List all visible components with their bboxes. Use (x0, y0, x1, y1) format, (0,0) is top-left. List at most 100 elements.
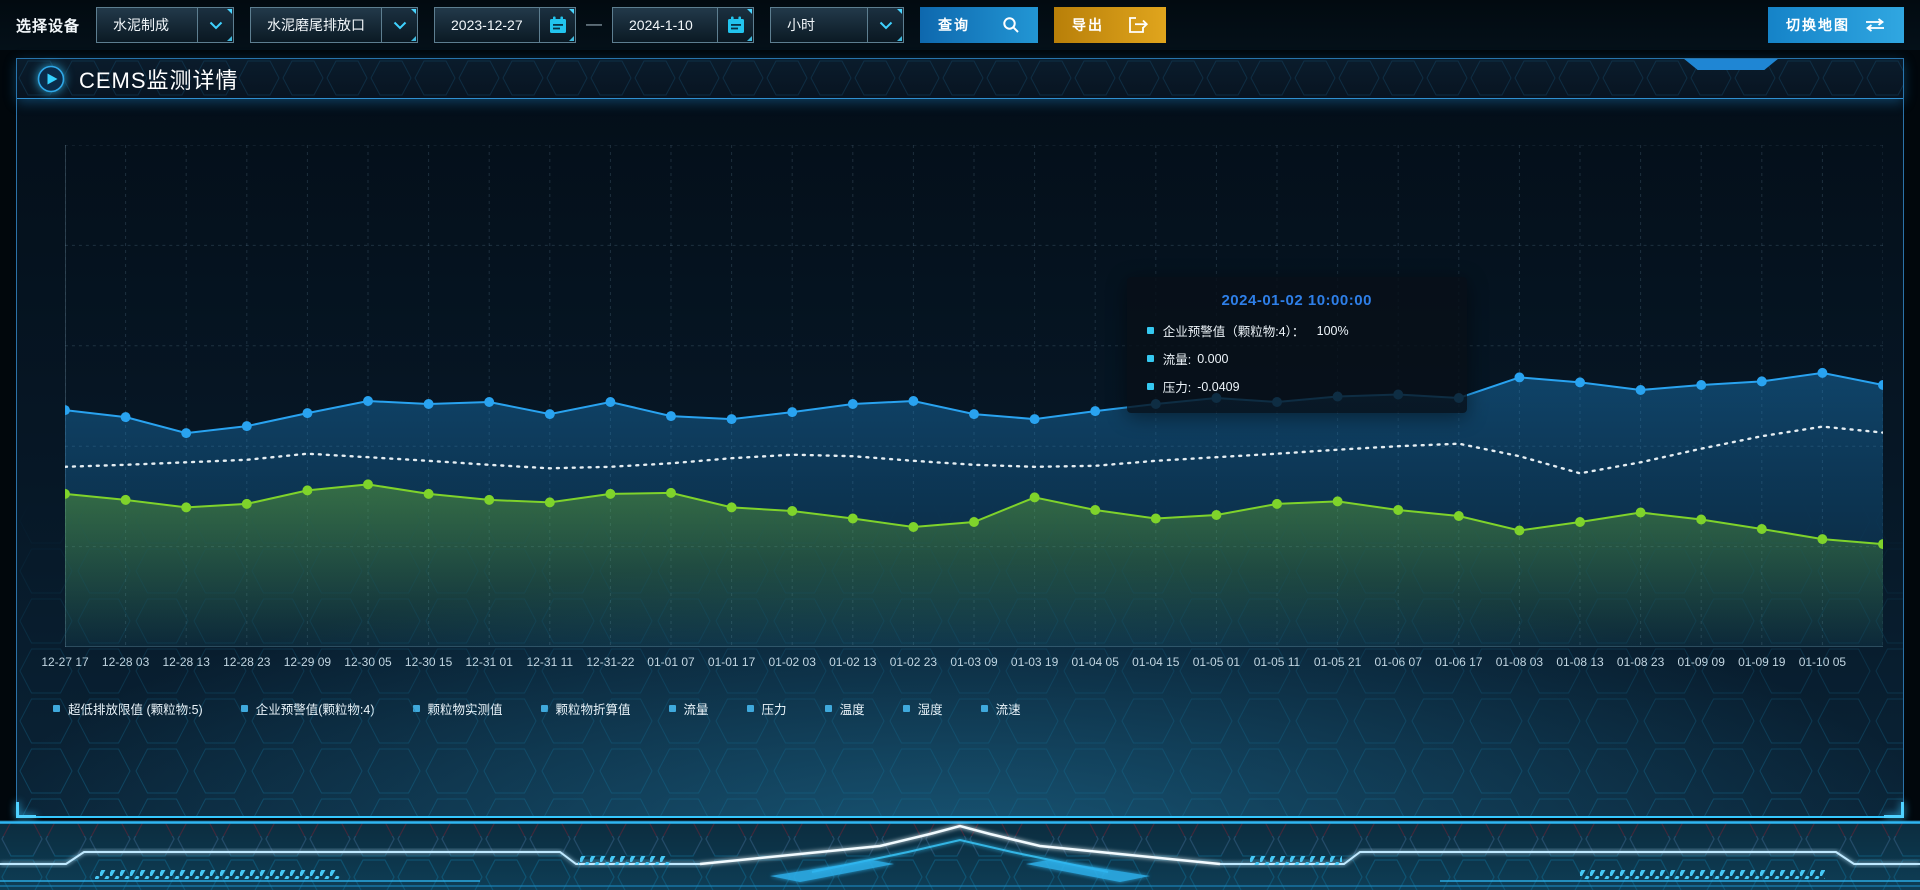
x-axis-label: 01-05 11 (1253, 655, 1301, 669)
x-axis-label: 12-31-22 (586, 655, 635, 669)
tooltip-item: 企业预警值（颗粒物:4）： 100% (1146, 321, 1447, 340)
legend-item[interactable]: 颗粒物实测值 (412, 699, 503, 718)
end-date-picker[interactable]: 2024-1-10 (612, 7, 755, 43)
tooltip-item: 压力: -0.0409 (1146, 377, 1447, 396)
legend-marker (746, 705, 754, 712)
export-button[interactable]: 导出 (1054, 7, 1167, 43)
x-axis-label: 01-09 19 (1738, 655, 1786, 669)
legend-marker (980, 705, 988, 712)
legend-item[interactable]: 湿度 (902, 699, 943, 718)
x-axis-label: 01-04 05 (1071, 655, 1119, 669)
x-axis-label: 01-06 07 (1374, 655, 1422, 669)
x-axis-label: 12-28 03 (101, 655, 150, 669)
export-button-label: 导出 (1072, 17, 1105, 33)
legend-marker (668, 705, 676, 712)
device-select[interactable]: 水泥制成 (96, 7, 235, 43)
tooltip-item: 流量: 0.000 (1146, 349, 1447, 368)
x-axis-label: 01-09 09 (1677, 655, 1725, 669)
x-axis-label: 01-03 19 (1010, 655, 1059, 669)
start-date-picker[interactable]: 2023-12-27 (434, 7, 577, 43)
tooltip-marker (1146, 355, 1154, 362)
toolbar: 选择设备 水泥制成 水泥磨尾排放口 2023-12-27 — 2024-1-10… (0, 0, 1920, 50)
x-axis-label: 12-31 11 (526, 655, 574, 669)
legend-item[interactable]: 超低排放限值 (颗粒物:5) (53, 699, 203, 718)
x-axis-label: 12-28 23 (223, 655, 271, 669)
legend-item[interactable]: 流速 (980, 699, 1021, 718)
legend-marker (902, 705, 910, 712)
tooltip-label: 流量: (1162, 353, 1192, 367)
legend-item[interactable]: 压力 (746, 699, 787, 718)
query-button-label: 查询 (938, 17, 971, 33)
x-axis-label: 12-28 13 (162, 655, 210, 669)
hex-pattern-decoration (17, 59, 1903, 98)
x-axis-label: 01-10 05 (1798, 655, 1847, 669)
panel-corner-decoration (1884, 802, 1904, 818)
tooltip-items: 企业预警值（颗粒物:4）： 100% 流量: 0.000 压力: -0.0409 (1146, 321, 1447, 396)
x-axis-label: 12-31 01 (465, 655, 513, 669)
legend-marker (540, 705, 548, 712)
legend-item[interactable]: 流量 (668, 699, 709, 718)
legend-item[interactable]: 企业预警值(颗粒物:4) (240, 699, 375, 718)
panel-title: CEMS监测详情 (79, 67, 239, 93)
x-axis-label: 01-02 13 (829, 655, 877, 669)
start-date-value: 2023-12-27 (451, 17, 523, 33)
x-axis-label: 01-01 07 (647, 655, 695, 669)
interval-select[interactable]: 小时 (770, 7, 905, 43)
x-axis-label: 12-27 17 (41, 655, 89, 669)
footer-decoration (0, 820, 1920, 890)
legend-label: 湿度 (917, 703, 943, 717)
swap-arrows-icon (1864, 18, 1886, 32)
calendar-icon[interactable] (717, 8, 754, 42)
legend-item[interactable]: 颗粒物折算值 (540, 699, 631, 718)
legend-label: 温度 (839, 703, 865, 717)
device-select-value: 水泥制成 (113, 17, 170, 33)
legend-label: 颗粒物折算值 (555, 703, 631, 717)
switch-map-button[interactable]: 切换地图 (1768, 7, 1904, 43)
x-axis-labels: 12-27 17 12-28 03 12-28 13 12-28 23 12-29 09… (41, 655, 1883, 675)
x-axis-label: 01-08 03 (1495, 655, 1544, 669)
device-select-label: 选择设备 (16, 17, 81, 35)
tooltip-label: 压力: (1162, 381, 1192, 395)
x-axis-label: 01-01 17 (707, 655, 756, 669)
chevron-down-icon[interactable] (381, 8, 418, 42)
tooltip-timestamp: 2024-01-02 10:00:00 (1221, 292, 1372, 309)
legend-label: 颗粒物实测值 (427, 703, 503, 717)
export-icon (1128, 16, 1149, 34)
x-axis-label: 01-02 23 (889, 655, 938, 669)
outlet-select[interactable]: 水泥磨尾排放口 (250, 7, 419, 43)
end-date-value: 2024-1-10 (629, 17, 693, 33)
tooltip-label: 企业预警值（颗粒物:4）： (1162, 325, 1311, 339)
chevron-down-icon[interactable] (867, 8, 904, 42)
legend-marker (53, 705, 60, 712)
play-icon (37, 65, 65, 93)
x-axis-label: 12-30 05 (344, 655, 392, 669)
x-axis-label: 01-05 21 (1313, 655, 1362, 669)
legend-label: 流量 (683, 703, 709, 717)
legend-item[interactable]: 温度 (824, 699, 865, 718)
x-axis-label: 12-29 09 (283, 655, 332, 669)
tooltip-value: 0.000 (1197, 351, 1229, 366)
chart-legend: 超低排放限值 (颗粒物:5) 企业预警值(颗粒物:4) 颗粒物实测值 颗粒物折算值 流量… (53, 699, 1883, 718)
date-range-separator: — (586, 16, 603, 33)
x-axis-label: 01-04 15 (1132, 655, 1180, 669)
query-button[interactable]: 查询 (920, 7, 1039, 43)
tooltip-value: -0.0409 (1197, 379, 1240, 394)
x-axis-label: 01-06 17 (1435, 655, 1483, 669)
tooltip-marker (1146, 327, 1154, 334)
cems-panel: CEMS监测详情 12-27 17 12-28 03 12-28 13 12-28 2… (16, 58, 1904, 818)
tooltip-value: 100% (1316, 323, 1349, 338)
legend-label: 压力 (761, 703, 787, 717)
legend-label: 流速 (995, 703, 1021, 717)
chevron-down-icon[interactable] (197, 8, 234, 42)
legend-marker (412, 705, 420, 712)
legend-marker (824, 705, 832, 712)
outlet-select-value: 水泥磨尾排放口 (267, 17, 366, 33)
calendar-icon[interactable] (539, 8, 576, 42)
chart-tooltip: 2024-01-02 10:00:00 企业预警值（颗粒物:4）： 100% 流量… (1126, 277, 1467, 413)
legend-label: 超低排放限值 (颗粒物:5) (68, 703, 203, 717)
x-axis-label: 01-03 09 (950, 655, 998, 669)
cems-chart (65, 145, 1883, 647)
x-axis-label: 01-08 23 (1616, 655, 1665, 669)
tooltip-marker (1146, 383, 1154, 390)
switch-map-button-label: 切换地图 (1786, 17, 1850, 33)
